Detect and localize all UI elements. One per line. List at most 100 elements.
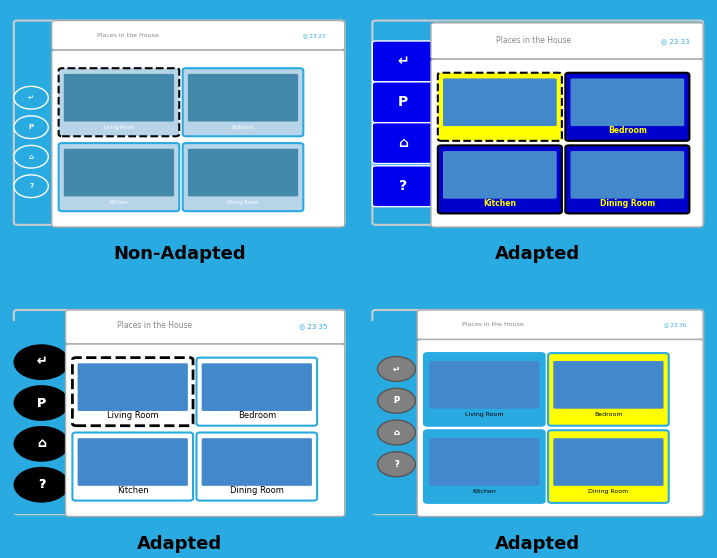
FancyBboxPatch shape [571, 151, 684, 199]
Circle shape [12, 343, 71, 382]
FancyBboxPatch shape [548, 353, 669, 426]
Text: ?: ? [399, 179, 407, 193]
Circle shape [14, 146, 48, 168]
Circle shape [12, 425, 71, 463]
Text: ⌂: ⌂ [394, 428, 399, 437]
Text: Dining Room: Dining Room [227, 200, 259, 205]
FancyBboxPatch shape [201, 363, 312, 411]
Text: Places in the House: Places in the House [117, 321, 192, 330]
Circle shape [378, 420, 415, 445]
Text: Dining Room: Dining Room [599, 199, 655, 208]
Circle shape [12, 343, 71, 382]
FancyBboxPatch shape [201, 438, 312, 486]
Text: Living Room: Living Room [473, 126, 526, 135]
Text: ?: ? [38, 478, 45, 491]
Text: Dining Room: Dining Room [588, 489, 629, 494]
FancyBboxPatch shape [14, 310, 345, 514]
Text: Places in the House: Places in the House [97, 33, 158, 38]
Text: ⌂: ⌂ [37, 437, 46, 450]
Circle shape [12, 384, 71, 422]
FancyBboxPatch shape [59, 68, 179, 136]
Text: ↵: ↵ [393, 364, 400, 373]
Circle shape [378, 452, 415, 477]
FancyBboxPatch shape [7, 321, 76, 514]
Text: Bedroom: Bedroom [594, 412, 622, 417]
FancyBboxPatch shape [443, 79, 556, 126]
Text: ⌂: ⌂ [29, 153, 34, 160]
Text: Adapted: Adapted [495, 535, 580, 552]
Text: P: P [37, 397, 46, 410]
Circle shape [378, 420, 415, 445]
Text: ◎ 23 33: ◎ 23 33 [661, 38, 690, 44]
FancyBboxPatch shape [372, 166, 435, 206]
FancyBboxPatch shape [372, 21, 703, 225]
Text: Living Room: Living Room [107, 411, 158, 420]
FancyBboxPatch shape [429, 438, 539, 486]
Text: Kitchen: Kitchen [483, 199, 516, 208]
Circle shape [378, 388, 415, 413]
FancyBboxPatch shape [65, 344, 345, 517]
Text: ↵: ↵ [36, 355, 47, 369]
Text: ⌂: ⌂ [399, 136, 408, 150]
Text: Non-Adapted: Non-Adapted [113, 245, 245, 263]
Text: P: P [394, 396, 399, 405]
FancyBboxPatch shape [372, 82, 435, 123]
FancyBboxPatch shape [183, 143, 303, 211]
Text: ?: ? [394, 460, 399, 469]
Text: Bedroom: Bedroom [232, 125, 255, 129]
FancyBboxPatch shape [548, 430, 669, 503]
FancyBboxPatch shape [554, 361, 663, 408]
Circle shape [14, 116, 48, 138]
Text: ↵: ↵ [397, 55, 409, 69]
Text: P: P [29, 124, 34, 130]
FancyBboxPatch shape [183, 68, 303, 136]
FancyBboxPatch shape [77, 363, 188, 411]
FancyBboxPatch shape [429, 361, 539, 408]
FancyBboxPatch shape [77, 438, 188, 486]
Text: P: P [398, 95, 409, 109]
Text: Adapted: Adapted [137, 535, 222, 552]
FancyBboxPatch shape [372, 41, 435, 82]
FancyBboxPatch shape [52, 50, 345, 227]
FancyBboxPatch shape [65, 310, 345, 344]
Text: Places in the House: Places in the House [462, 322, 523, 327]
Text: ?: ? [394, 460, 399, 469]
Text: P: P [394, 396, 399, 405]
Text: Kitchen: Kitchen [473, 489, 496, 494]
Circle shape [14, 86, 48, 109]
Circle shape [12, 425, 71, 463]
Text: ⌂: ⌂ [37, 437, 46, 450]
Circle shape [12, 465, 71, 504]
Circle shape [12, 384, 71, 422]
FancyBboxPatch shape [565, 146, 689, 214]
FancyBboxPatch shape [431, 59, 703, 227]
FancyBboxPatch shape [188, 149, 298, 196]
FancyBboxPatch shape [438, 73, 562, 141]
FancyBboxPatch shape [372, 310, 703, 514]
FancyBboxPatch shape [565, 73, 689, 141]
FancyBboxPatch shape [424, 353, 545, 426]
Text: ◎ 23 35: ◎ 23 35 [300, 323, 328, 329]
FancyBboxPatch shape [72, 358, 193, 426]
Circle shape [378, 452, 415, 477]
Text: ?: ? [38, 478, 45, 491]
FancyBboxPatch shape [417, 339, 703, 517]
Circle shape [378, 388, 415, 413]
Text: Places in the House: Places in the House [496, 36, 571, 46]
FancyBboxPatch shape [554, 438, 663, 486]
Text: P: P [37, 397, 46, 410]
FancyBboxPatch shape [52, 21, 345, 50]
FancyBboxPatch shape [438, 146, 562, 214]
Text: Bedroom: Bedroom [608, 126, 647, 135]
Circle shape [14, 175, 48, 198]
FancyBboxPatch shape [14, 21, 345, 225]
Circle shape [378, 357, 415, 382]
FancyBboxPatch shape [59, 143, 179, 211]
FancyBboxPatch shape [431, 23, 703, 59]
Text: Kitchen: Kitchen [110, 200, 128, 205]
Text: ↵: ↵ [28, 95, 34, 100]
FancyBboxPatch shape [424, 430, 545, 503]
Text: ↵: ↵ [36, 355, 47, 369]
Text: ⌂: ⌂ [394, 428, 399, 437]
Text: Kitchen: Kitchen [117, 486, 148, 495]
